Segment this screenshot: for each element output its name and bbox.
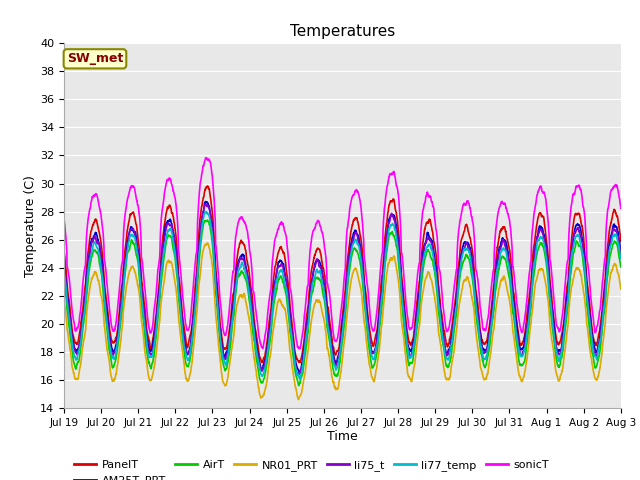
li77_temp (617, 256, 625, 262)
NR01_PRT (216, 350, 223, 356)
Line: li75_t: li75_t (64, 204, 621, 375)
AM25T_PRT (371, 347, 379, 352)
NR01_PRT (60, 296, 68, 302)
AM25T_PRT (505, 255, 513, 261)
AirT (295, 383, 303, 388)
X-axis label: Time: Time (327, 431, 358, 444)
li75_t (216, 324, 223, 330)
sonicT (203, 155, 211, 161)
li77_temp (60, 269, 68, 275)
NR01_PRT (371, 375, 379, 381)
li75_t (295, 372, 303, 378)
li77_temp (296, 376, 304, 382)
Legend: PanelT, AM25T_PRT, AirT, NR01_PRT, li75_t, li77_temp, sonicT: PanelT, AM25T_PRT, AirT, NR01_PRT, li75_… (70, 456, 554, 480)
sonicT (617, 205, 625, 211)
PanelT (505, 242, 513, 248)
NR01_PRT (203, 240, 211, 246)
PanelT (584, 283, 591, 289)
AM25T_PRT (359, 267, 367, 273)
PanelT (359, 256, 367, 262)
Text: SW_met: SW_met (67, 52, 123, 65)
li77_temp (359, 276, 367, 282)
AirT (371, 359, 379, 365)
sonicT (505, 214, 513, 220)
NR01_PRT (359, 306, 367, 312)
AM25T_PRT (202, 199, 209, 204)
AirT (359, 285, 367, 290)
PanelT (204, 183, 211, 189)
sonicT (584, 260, 591, 266)
li77_temp (371, 351, 379, 357)
Line: NR01_PRT: NR01_PRT (64, 243, 621, 399)
AirT (204, 217, 211, 223)
li75_t (617, 253, 625, 259)
Line: sonicT: sonicT (64, 158, 621, 349)
PanelT (371, 336, 379, 342)
li75_t (359, 271, 367, 277)
sonicT (568, 198, 576, 204)
PanelT (568, 232, 576, 238)
NR01_PRT (617, 286, 625, 292)
li75_t (568, 244, 576, 250)
NR01_PRT (505, 293, 513, 299)
li75_t (202, 202, 210, 207)
PanelT (60, 249, 68, 254)
AM25T_PRT (296, 370, 303, 376)
AirT (505, 271, 513, 277)
AirT (568, 261, 576, 266)
sonicT (60, 216, 68, 222)
li75_t (505, 258, 513, 264)
Line: PanelT: PanelT (64, 186, 621, 362)
NR01_PRT (584, 326, 591, 332)
AM25T_PRT (60, 261, 68, 266)
NR01_PRT (568, 282, 576, 288)
PanelT (216, 313, 223, 319)
AM25T_PRT (568, 245, 576, 251)
sonicT (359, 227, 367, 232)
AirT (617, 264, 625, 270)
li77_temp (568, 251, 576, 256)
AM25T_PRT (584, 289, 591, 295)
li75_t (60, 260, 68, 265)
AirT (60, 275, 68, 281)
li75_t (371, 348, 379, 354)
sonicT (216, 290, 223, 296)
Line: li77_temp: li77_temp (64, 212, 621, 379)
AM25T_PRT (216, 324, 223, 330)
AirT (216, 334, 223, 340)
Line: AirT: AirT (64, 220, 621, 385)
li77_temp (584, 300, 591, 305)
li77_temp (202, 209, 210, 215)
AM25T_PRT (617, 250, 625, 255)
sonicT (371, 323, 379, 329)
li77_temp (505, 262, 513, 267)
NR01_PRT (294, 396, 302, 402)
PanelT (258, 360, 266, 365)
li75_t (584, 296, 591, 301)
li77_temp (216, 328, 223, 334)
Title: Temperatures: Temperatures (290, 24, 395, 39)
AirT (584, 307, 591, 312)
PanelT (617, 239, 625, 244)
sonicT (295, 346, 303, 352)
Y-axis label: Temperature (C): Temperature (C) (24, 175, 37, 276)
Line: AM25T_PRT: AM25T_PRT (64, 202, 621, 373)
